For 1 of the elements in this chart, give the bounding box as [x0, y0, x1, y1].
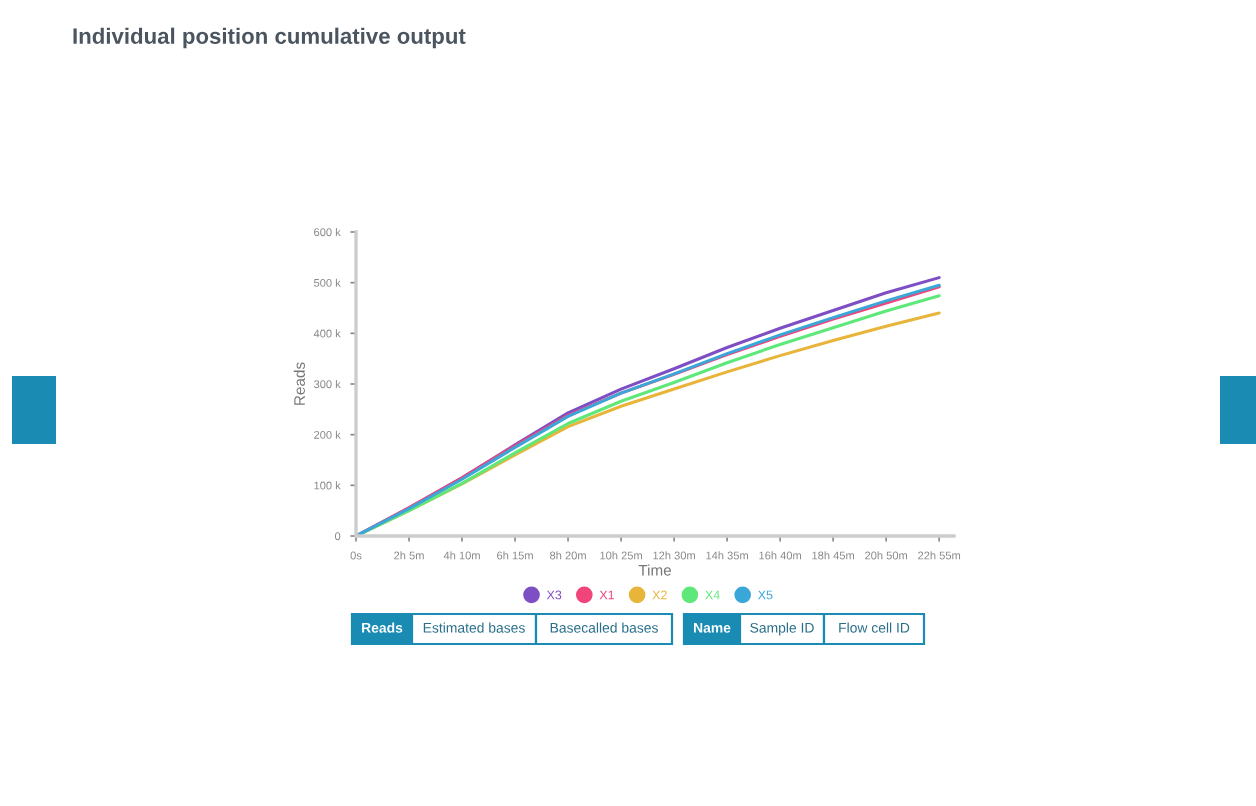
chart-title: Individual position cumulative output: [73, 27, 466, 49]
